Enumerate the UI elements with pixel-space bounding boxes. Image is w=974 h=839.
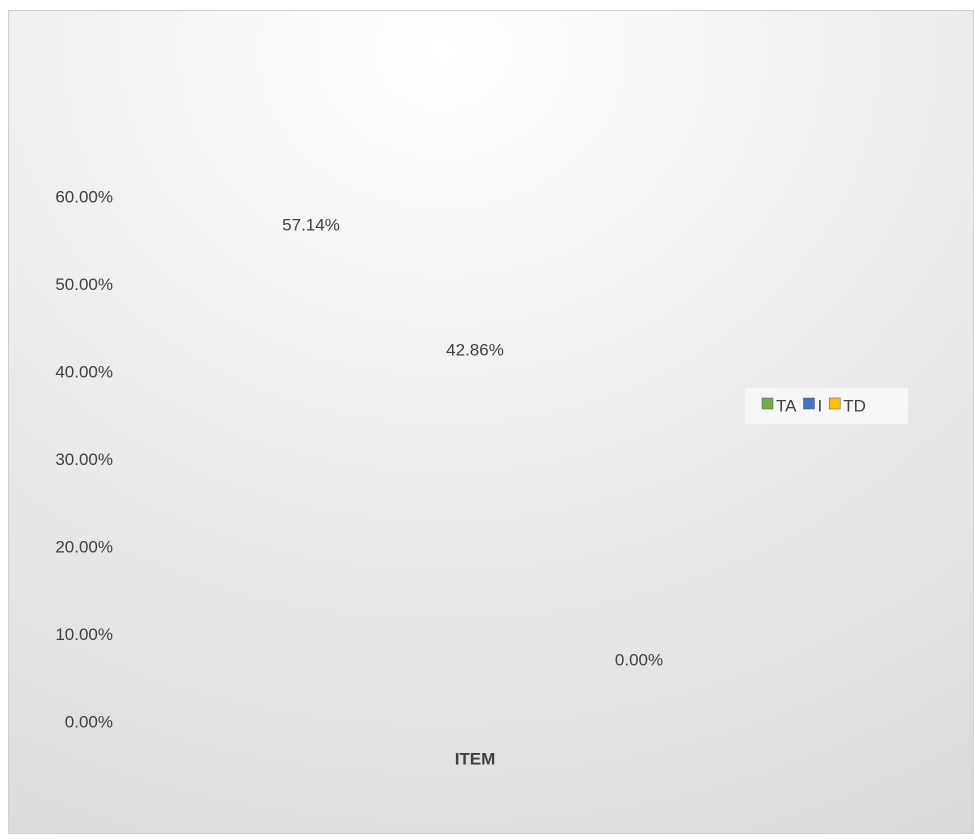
y-tick-label: 20.00% [55,537,113,556]
y-tick-label: 10.00% [55,625,113,644]
bar [245,223,376,723]
y-tick-label: 0.00% [65,712,113,731]
legend-swatch [761,397,774,410]
y-tick-label: 60.00% [55,187,113,206]
legend-label: TA [776,396,797,415]
data-label: 0.00% [615,650,663,669]
y-tick-label: 30.00% [55,450,113,469]
data-label: 57.14% [282,216,340,235]
data-label: 42.86% [446,340,504,359]
bar [409,348,540,723]
legend-swatch [803,397,815,410]
legend-swatch [828,397,841,410]
y-tick-label: 40.00% [55,362,113,381]
x-tick-label: ITEM [455,749,496,768]
y-tick-label: 50.00% [55,275,113,294]
legend-label: TD [843,396,866,415]
legend-label: I [817,396,822,415]
